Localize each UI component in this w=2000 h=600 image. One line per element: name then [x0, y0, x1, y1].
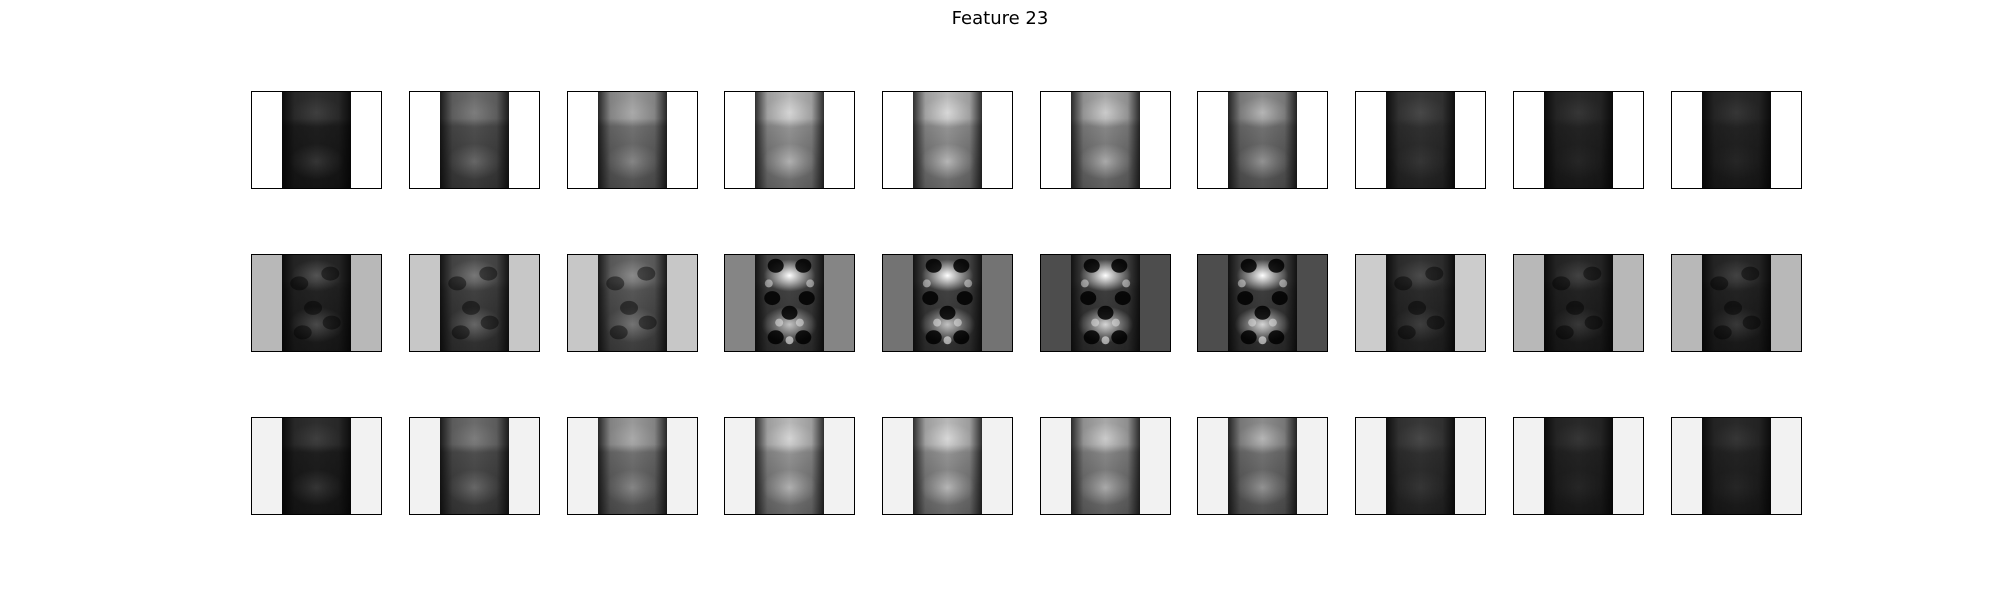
feature-panel [1513, 254, 1644, 352]
panel-stripe-shade [440, 254, 509, 352]
panel-stripe-shade [1071, 91, 1140, 189]
feature-panel [409, 254, 540, 352]
panel-stripe-shade [1386, 254, 1455, 352]
feature-panel [1513, 417, 1644, 515]
panel-stripe-shade [282, 91, 351, 189]
panel-stripe-shade [598, 91, 667, 189]
panel-frame [882, 417, 1013, 515]
panel-stripe-shade [1386, 417, 1455, 515]
panel-stripe-shade [755, 254, 824, 352]
panel-frame [1513, 254, 1644, 352]
feature-panel [1671, 91, 1802, 189]
panel-frame [251, 254, 382, 352]
panel-stripe-shade [1544, 417, 1613, 515]
panel-frame [1513, 417, 1644, 515]
panel-stripe-shade [1386, 91, 1455, 189]
panel-stripe-shade [440, 417, 509, 515]
feature-panel [251, 254, 382, 352]
panel-stripe-shade [913, 417, 982, 515]
panel-frame [1197, 417, 1328, 515]
feature-panel [1040, 91, 1171, 189]
panel-frame [409, 417, 540, 515]
feature-panel [1355, 91, 1486, 189]
feature-panel [724, 91, 855, 189]
panel-stripe-shade [913, 91, 982, 189]
panel-stripe-shade [1544, 91, 1613, 189]
panel-frame [1513, 91, 1644, 189]
panel-frame [1040, 254, 1171, 352]
feature-panel [567, 254, 698, 352]
feature-panel [567, 417, 698, 515]
panel-stripe-shade [282, 254, 351, 352]
feature-panel [882, 254, 1013, 352]
feature-panel [409, 91, 540, 189]
panel-frame [724, 91, 855, 189]
panel-stripe-shade [1228, 417, 1297, 515]
feature-panel [567, 91, 698, 189]
panel-frame [567, 91, 698, 189]
panel-stripe-shade [440, 91, 509, 189]
panel-stripe-shade [1702, 91, 1771, 189]
panel-frame [251, 91, 382, 189]
panel-stripe-shade [1544, 254, 1613, 352]
panel-frame [882, 91, 1013, 189]
feature-panel [409, 417, 540, 515]
feature-panel [1671, 254, 1802, 352]
panel-stripe-shade [598, 417, 667, 515]
feature-panel [1197, 91, 1328, 189]
panel-frame [409, 254, 540, 352]
feature-panel [882, 91, 1013, 189]
panel-frame [1197, 254, 1328, 352]
panel-stripe-shade [1071, 417, 1140, 515]
panel-frame [1671, 254, 1802, 352]
feature-panel [1197, 417, 1328, 515]
feature-panel [882, 417, 1013, 515]
feature-panel [251, 91, 382, 189]
feature-panel [1355, 417, 1486, 515]
feature-panel [1671, 417, 1802, 515]
feature-panel [1040, 417, 1171, 515]
panel-stripe-shade [598, 254, 667, 352]
panel-stripe-shade [1228, 254, 1297, 352]
feature-panel [251, 417, 382, 515]
feature-panel [724, 254, 855, 352]
panel-frame [724, 417, 855, 515]
panel-frame [1355, 254, 1486, 352]
panel-frame [1355, 91, 1486, 189]
feature-panel [724, 417, 855, 515]
feature-panel [1040, 254, 1171, 352]
panel-stripe-shade [755, 91, 824, 189]
panel-frame [882, 254, 1013, 352]
panel-frame [1671, 417, 1802, 515]
panel-frame [1197, 91, 1328, 189]
panel-frame [567, 254, 698, 352]
panel-stripe-shade [1702, 254, 1771, 352]
panels-layer [251, 91, 1802, 515]
panel-frame [567, 417, 698, 515]
panel-stripe-shade [755, 417, 824, 515]
panel-frame [409, 91, 540, 189]
panel-stripe-shade [913, 254, 982, 352]
panel-stripe-shade [282, 417, 351, 515]
feature-panel [1197, 254, 1328, 352]
panel-stripe-shade [1071, 254, 1140, 352]
panel-stripe-shade [1702, 417, 1771, 515]
panel-frame [724, 254, 855, 352]
panel-frame [251, 417, 382, 515]
feature-panel [1355, 254, 1486, 352]
panel-frame [1671, 91, 1802, 189]
panel-frame [1355, 417, 1486, 515]
panel-frame [1040, 91, 1171, 189]
feature-panel [1513, 91, 1644, 189]
panel-frame [1040, 417, 1171, 515]
panel-stripe-shade [1228, 91, 1297, 189]
figure-title: Feature 23 [951, 8, 1049, 29]
